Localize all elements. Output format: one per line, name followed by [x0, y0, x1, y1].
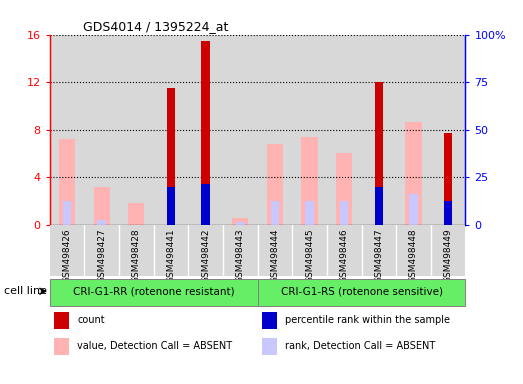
Bar — [257, 225, 292, 276]
Text: GSM498441: GSM498441 — [166, 229, 175, 283]
Bar — [63, 201, 71, 225]
Bar — [236, 222, 245, 225]
Bar — [119, 225, 154, 276]
Bar — [257, 279, 465, 306]
Text: GSM498443: GSM498443 — [236, 229, 245, 283]
Bar — [94, 187, 110, 225]
Bar — [128, 203, 144, 225]
Bar — [188, 225, 223, 276]
Bar — [444, 201, 452, 225]
Text: GSM498442: GSM498442 — [201, 229, 210, 283]
Bar — [154, 225, 188, 276]
Bar — [84, 35, 119, 225]
Bar — [167, 187, 175, 225]
Bar — [327, 35, 361, 225]
Bar — [223, 225, 257, 276]
Text: GSM498447: GSM498447 — [374, 229, 383, 283]
Bar — [405, 122, 422, 225]
Text: percentile rank within the sample: percentile rank within the sample — [285, 315, 450, 325]
Bar — [262, 338, 277, 355]
Bar — [340, 201, 348, 225]
Text: GSM498426: GSM498426 — [63, 229, 72, 283]
Text: GSM498449: GSM498449 — [444, 229, 452, 283]
Text: GSM498427: GSM498427 — [97, 229, 106, 283]
Bar — [292, 225, 327, 276]
Bar — [167, 88, 175, 225]
Bar — [201, 40, 210, 225]
Text: cell line: cell line — [4, 286, 47, 296]
Bar — [431, 225, 465, 276]
Bar — [361, 35, 396, 225]
Bar — [54, 338, 69, 355]
Bar — [232, 217, 248, 225]
Bar — [262, 312, 277, 329]
Bar — [50, 35, 84, 225]
Bar — [396, 35, 431, 225]
Bar — [223, 35, 257, 225]
Text: CRI-G1-RR (rotenone resistant): CRI-G1-RR (rotenone resistant) — [73, 286, 234, 296]
Bar — [50, 279, 257, 306]
Bar — [292, 35, 327, 225]
Bar — [361, 225, 396, 276]
Bar — [327, 225, 361, 276]
Text: GSM498428: GSM498428 — [132, 229, 141, 283]
Bar — [374, 187, 383, 225]
Text: GSM498445: GSM498445 — [305, 229, 314, 283]
Bar — [154, 35, 188, 225]
Bar — [270, 201, 279, 225]
Bar — [431, 35, 465, 225]
Bar — [374, 82, 383, 225]
Bar — [301, 137, 317, 225]
Bar — [84, 225, 119, 276]
Text: CRI-G1-RS (rotenone sensitive): CRI-G1-RS (rotenone sensitive) — [280, 286, 442, 296]
Bar — [267, 144, 283, 225]
Text: rank, Detection Call = ABSENT: rank, Detection Call = ABSENT — [285, 341, 435, 351]
Bar — [396, 225, 431, 276]
Text: GSM498446: GSM498446 — [340, 229, 349, 283]
Text: count: count — [77, 315, 105, 325]
Bar — [50, 225, 84, 276]
Bar — [97, 220, 106, 225]
Bar — [54, 312, 69, 329]
Bar — [409, 194, 418, 225]
Text: GSM498448: GSM498448 — [409, 229, 418, 283]
Bar — [336, 153, 353, 225]
Bar — [59, 139, 75, 225]
Bar — [305, 201, 314, 225]
Text: value, Detection Call = ABSENT: value, Detection Call = ABSENT — [77, 341, 232, 351]
Bar — [119, 35, 154, 225]
Text: GDS4014 / 1395224_at: GDS4014 / 1395224_at — [83, 20, 229, 33]
Bar — [257, 35, 292, 225]
Bar — [201, 184, 210, 225]
Bar — [444, 133, 452, 225]
Text: GSM498444: GSM498444 — [270, 229, 279, 283]
Bar — [188, 35, 223, 225]
